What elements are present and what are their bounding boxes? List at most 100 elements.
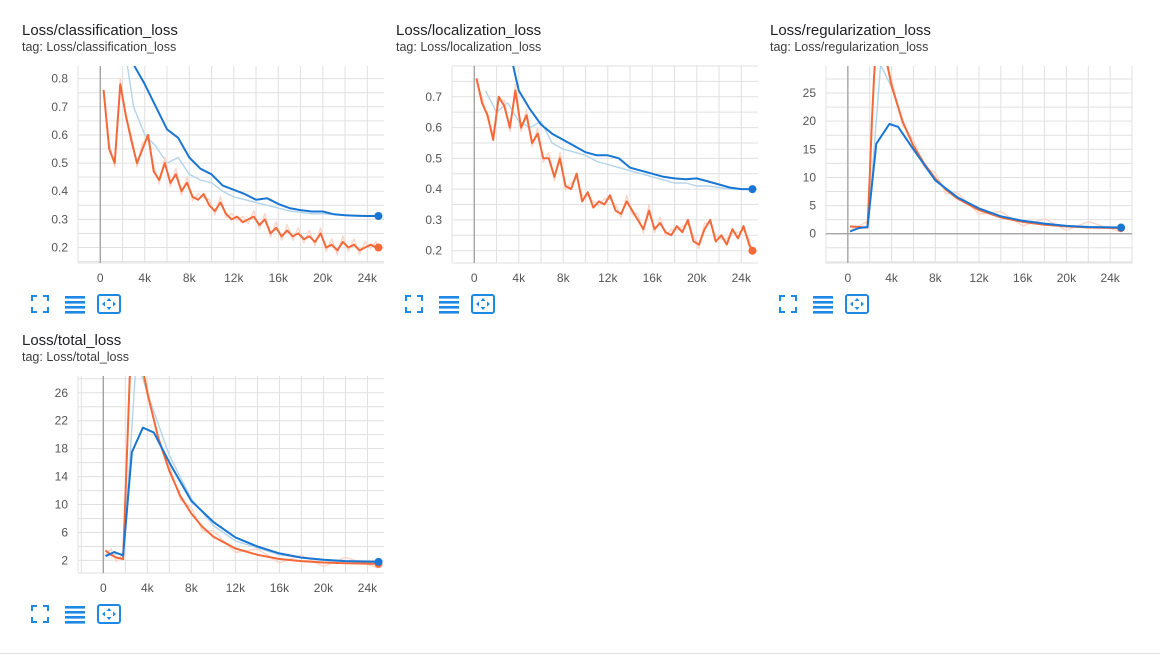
x-tick-label: 20k <box>314 581 334 595</box>
fit-domain-icon[interactable] <box>471 294 495 314</box>
chart-title: Loss/localization_loss <box>396 22 542 39</box>
chart-toolbar <box>31 604 121 624</box>
chart-subtitle: tag: Loss/regularization_loss <box>770 40 929 54</box>
series-raw-run-1 <box>484 90 753 190</box>
y-tick-label: 0.5 <box>425 151 442 165</box>
y-tick-label: 18 <box>55 442 69 456</box>
y-tick-label: 6 <box>61 525 68 539</box>
series-line-run-2 <box>849 66 1122 230</box>
chart-toolbar <box>405 294 495 314</box>
chart-card-localization-loss: Loss/localization_loss tag: Loss/localiz… <box>396 0 770 314</box>
chart-card-classification-loss: Loss/classification_loss tag: Loss/class… <box>22 0 396 314</box>
x-tick-label: 20k <box>313 271 333 285</box>
y-tick-label: 0.2 <box>51 241 68 255</box>
y-tick-label: 25 <box>803 86 817 100</box>
chart-plot[interactable]: 0.2 0.3 0.4 0.5 0.6 0.7 0.8 0 4k 8k 12k 16k 20k 24k <box>22 0 396 294</box>
chart-card-regularization-loss: Loss/regularization_loss tag: Loss/regul… <box>770 0 1144 314</box>
page-divider <box>0 653 1160 654</box>
toggle-log-scale-icon[interactable] <box>439 296 459 314</box>
x-tick-label: 16k <box>643 271 663 285</box>
x-tick-label: 12k <box>226 581 246 595</box>
y-tick-label: 10 <box>55 498 69 512</box>
fit-domain-icon[interactable] <box>97 294 121 314</box>
y-tick-label: 0.7 <box>51 100 68 114</box>
y-tick-label: 0.6 <box>425 121 442 135</box>
chart-plot[interactable]: 0.2 0.3 0.4 0.5 0.6 0.7 0 4k 8k 12k 16k 20k 24k <box>396 0 770 294</box>
x-tick-label: 24k <box>358 581 378 595</box>
x-tick-label: 20k <box>687 271 707 285</box>
chart-toolbar <box>31 604 121 624</box>
y-tick-label: 10 <box>803 170 817 184</box>
y-tick-label: 0.6 <box>51 128 68 142</box>
series-line-run-1 <box>133 66 379 217</box>
toggle-log-scale-icon[interactable] <box>813 296 833 314</box>
y-tick-label: 0.5 <box>51 156 68 170</box>
y-tick-label: 0.7 <box>425 90 442 104</box>
x-tick-label: 8k <box>557 271 571 285</box>
chart-subtitle: tag: Loss/total_loss <box>22 350 130 364</box>
y-tick-label: 2 <box>61 553 68 567</box>
series-end-point-run-2 <box>748 246 757 255</box>
series-end-point-run-1 <box>748 185 757 194</box>
series-end-point-run-1 <box>1117 223 1126 232</box>
y-tick-label: 0.2 <box>425 244 442 258</box>
y-tick-label: 26 <box>55 386 69 400</box>
x-tick-label: 4k <box>141 581 155 595</box>
y-tick-label: 0 <box>809 227 816 241</box>
x-tick-label: 24k <box>358 271 378 285</box>
fullscreen-icon[interactable] <box>405 295 423 313</box>
series-end-point-run-1 <box>374 212 383 221</box>
fullscreen-icon[interactable] <box>779 295 797 313</box>
x-tick-label: 24k <box>1100 271 1120 285</box>
y-tick-label: 22 <box>55 414 69 428</box>
chart-title: Loss/total_loss <box>22 332 122 349</box>
chart-toolbar <box>31 294 121 314</box>
chart-subtitle: tag: Loss/localization_loss <box>396 40 542 54</box>
x-tick-label: 8k <box>185 581 199 595</box>
chart-title: Loss/classification_loss <box>22 22 178 39</box>
series-end-point-run-2 <box>374 243 383 252</box>
x-tick-label: 0 <box>845 271 852 285</box>
fit-domain-icon[interactable] <box>97 604 121 624</box>
x-tick-label: 12k <box>969 271 989 285</box>
x-tick-label: 16k <box>1013 271 1033 285</box>
x-tick-label: 8k <box>929 271 943 285</box>
fit-domain-icon[interactable] <box>845 294 869 314</box>
y-tick-label: 0.4 <box>51 184 68 198</box>
x-tick-label: 0 <box>97 271 104 285</box>
x-tick-label: 8k <box>183 271 197 285</box>
chart-toolbar <box>779 294 869 314</box>
series-line-run-1 <box>105 426 379 563</box>
toggle-log-scale-icon[interactable] <box>65 606 85 624</box>
chart-plot[interactable]: 0 5 10 15 20 25 0 4k 8k 12k 16k 20k 24k <box>770 0 1144 294</box>
chart-toolbar <box>31 294 121 314</box>
y-tick-label: 5 <box>809 199 816 213</box>
y-tick-label: 20 <box>803 114 817 128</box>
chart-toolbar <box>779 294 869 314</box>
x-tick-label: 24k <box>732 271 752 285</box>
y-tick-label: 15 <box>803 142 817 156</box>
fullscreen-icon[interactable] <box>31 295 49 313</box>
toggle-log-scale-icon[interactable] <box>65 296 85 314</box>
y-tick-label: 0.3 <box>51 212 68 226</box>
x-tick-label: 16k <box>270 581 290 595</box>
chart-title: Loss/regularization_loss <box>770 22 931 39</box>
x-tick-label: 4k <box>885 271 899 285</box>
series-line-run-2 <box>104 376 379 565</box>
y-tick-label: 0.8 <box>51 72 68 86</box>
series-raw-run-2 <box>849 66 1122 233</box>
x-tick-label: 0 <box>100 581 107 595</box>
chart-toolbar <box>405 294 495 314</box>
x-tick-label: 12k <box>598 271 618 285</box>
series-raw-run-1 <box>126 66 379 217</box>
x-tick-label: 16k <box>269 271 289 285</box>
series-line-run-2 <box>475 78 754 252</box>
fullscreen-icon[interactable] <box>31 605 49 623</box>
x-tick-label: 4k <box>512 271 526 285</box>
x-tick-label: 12k <box>224 271 244 285</box>
series-line-run-1 <box>849 123 1122 233</box>
chart-subtitle: tag: Loss/classification_loss <box>22 40 177 54</box>
y-tick-label: 0.4 <box>425 182 442 196</box>
